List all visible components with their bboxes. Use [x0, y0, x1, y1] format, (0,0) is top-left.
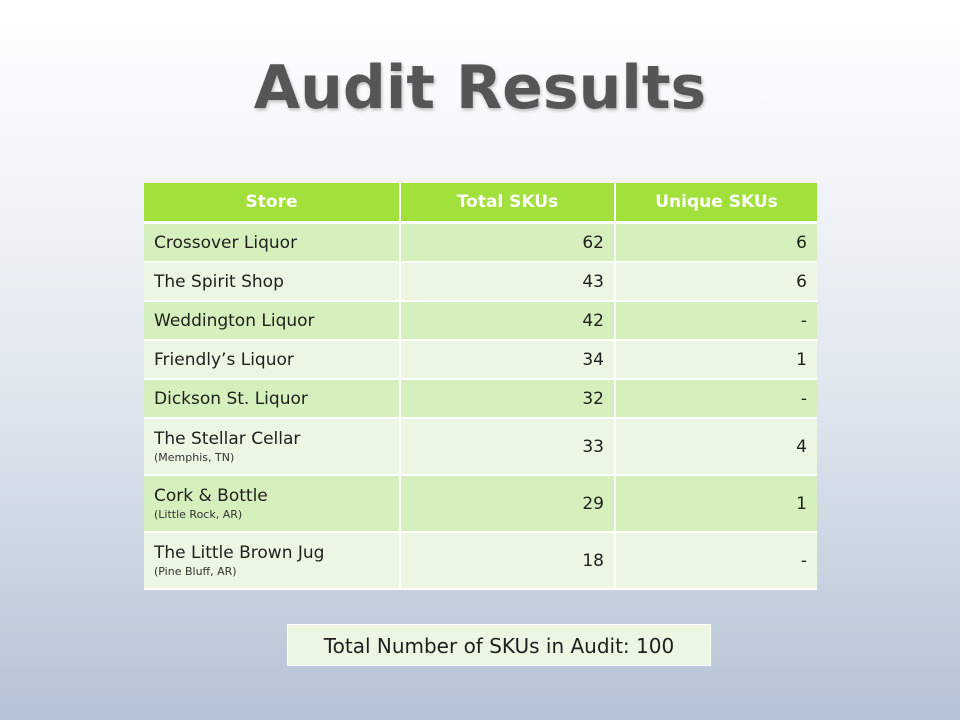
table-row: The Stellar Cellar (Memphis, TN) 33 4 [144, 418, 817, 476]
table-row: Weddington Liquor 42 - [144, 301, 817, 341]
store-cell: Weddington Liquor [144, 301, 401, 341]
store-name: Friendly’s Liquor [154, 349, 294, 370]
unique-skus-cell: 6 [615, 222, 817, 263]
table-row: Cork & Bottle (Little Rock, AR) 29 1 [144, 475, 817, 533]
store-cell: Cork & Bottle (Little Rock, AR) [144, 475, 401, 533]
store-name: Crossover Liquor [154, 232, 298, 253]
store-cell: The Spirit Shop [144, 262, 401, 302]
unique-skus-cell: 4 [615, 418, 817, 476]
total-skus-cell: 18 [400, 532, 616, 590]
unique-skus-cell: 6 [615, 262, 817, 302]
store-cell: Friendly’s Liquor [144, 340, 401, 380]
table-row: Dickson St. Liquor 32 - [144, 379, 817, 419]
store-name: The Stellar Cellar [154, 428, 301, 449]
unique-skus-cell: - [615, 532, 817, 590]
table-row: Friendly’s Liquor 34 1 [144, 340, 817, 380]
store-name: Weddington Liquor [154, 310, 315, 331]
total-skus-cell: 43 [400, 262, 616, 302]
slide-title: Audit Results [253, 53, 707, 123]
audit-results-table: Store Total SKUs Unique SKUs Crossover L… [144, 183, 817, 590]
total-skus-cell: 34 [400, 340, 616, 380]
unique-skus-cell: 1 [615, 340, 817, 380]
store-location: (Pine Bluff, AR) [154, 564, 237, 578]
header-store: Store [144, 183, 401, 224]
total-skus-cell: 42 [400, 301, 616, 341]
store-cell: Crossover Liquor [144, 222, 401, 263]
store-name: The Spirit Shop [154, 271, 284, 292]
store-cell: The Little Brown Jug (Pine Bluff, AR) [144, 532, 401, 590]
table-header-row: Store Total SKUs Unique SKUs [144, 183, 817, 224]
header-unique-skus: Unique SKUs [615, 183, 817, 224]
table-row: The Spirit Shop 43 6 [144, 262, 817, 302]
store-name: Dickson St. Liquor [154, 388, 308, 409]
table-row: The Little Brown Jug (Pine Bluff, AR) 18… [144, 532, 817, 590]
total-skus-cell: 29 [400, 475, 616, 533]
header-total-skus: Total SKUs [400, 183, 616, 224]
table-row: Crossover Liquor 62 6 [144, 222, 817, 263]
unique-skus-cell: - [615, 301, 817, 341]
total-skus-summary: Total Number of SKUs in Audit: 100 [287, 624, 711, 666]
store-name: The Little Brown Jug [154, 542, 325, 563]
store-cell: Dickson St. Liquor [144, 379, 401, 419]
store-location: (Memphis, TN) [154, 450, 235, 464]
store-name: Cork & Bottle [154, 485, 268, 506]
store-cell: The Stellar Cellar (Memphis, TN) [144, 418, 401, 476]
total-skus-cell: 33 [400, 418, 616, 476]
store-location: (Little Rock, AR) [154, 507, 243, 521]
unique-skus-cell: 1 [615, 475, 817, 533]
unique-skus-cell: - [615, 379, 817, 419]
total-skus-cell: 62 [400, 222, 616, 263]
total-skus-cell: 32 [400, 379, 616, 419]
